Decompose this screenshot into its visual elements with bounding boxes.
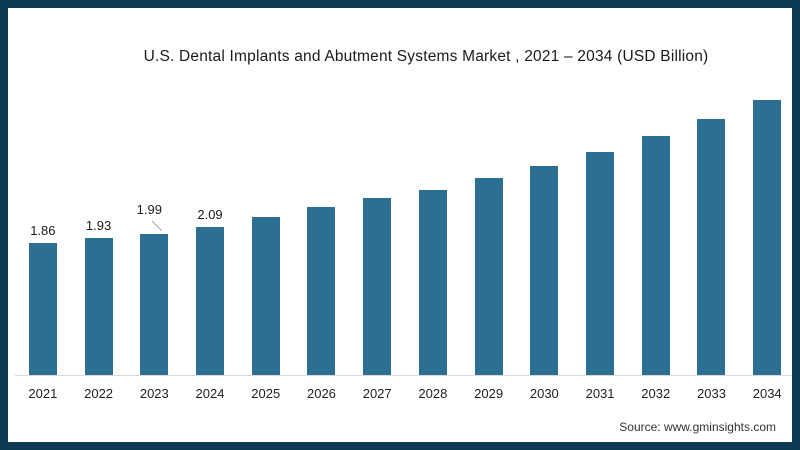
bar-2032 [641, 135, 670, 375]
bar-slot: 1.99 2023 [126, 91, 182, 400]
bar-slot: 2027 [349, 91, 405, 400]
bar-2026 [307, 207, 336, 375]
x-axis-label: 2022 [84, 386, 114, 401]
chart-title: U.S. Dental Implants and Abutment System… [143, 48, 709, 65]
bar-value-label: 1.86 [30, 222, 56, 238]
bar-slot: 2.09 2024 [182, 91, 238, 400]
bar-value-label: 2.09 [197, 206, 223, 222]
value-label-callout-line [151, 220, 163, 232]
bar-2023 [140, 233, 169, 375]
x-axis-label: 2030 [529, 386, 559, 401]
bar-2027 [363, 198, 392, 375]
bar-2030 [530, 166, 559, 375]
x-axis-label: 2034 [752, 386, 782, 401]
bar-slot: 2033 [684, 91, 740, 400]
source-attribution: Source: www.gminsights.com [619, 420, 776, 434]
x-axis-label: 2029 [474, 386, 504, 401]
bar-slot: 1.93 2022 [71, 91, 127, 400]
bar-slot: 2025 [238, 91, 294, 400]
bar-slot: 1.86 2021 [15, 91, 71, 400]
bar-value-label: 1.99 [136, 201, 162, 217]
x-axis-label: 2021 [28, 386, 58, 401]
bar-2033 [697, 119, 726, 375]
bar-2034 [753, 99, 782, 375]
x-axis-label: 2023 [139, 386, 169, 401]
bar-2029 [474, 178, 503, 375]
x-axis-label: 2031 [585, 386, 615, 401]
bar-slot: 2030 [516, 91, 572, 400]
bar-slot: 2029 [461, 91, 517, 400]
bar-2022 [84, 238, 113, 375]
x-axis-label: 2025 [251, 386, 281, 401]
bar-2028 [418, 189, 447, 375]
bar-slot: 2032 [628, 91, 684, 400]
bar-slot: 2028 [405, 91, 461, 400]
bar-slot: 2031 [572, 91, 628, 400]
x-axis-label: 2024 [195, 386, 225, 401]
bar-2031 [586, 152, 615, 375]
bar-slot: 2034 [739, 91, 792, 400]
bar-2024 [196, 226, 225, 375]
bar-slot: 2026 [294, 91, 350, 400]
bar-value-label: 1.93 [85, 218, 112, 233]
bar-chart-plot-area: 1.86 2021 1.93 2022 1.99 2023 2.09 2024 2025 2026… [15, 91, 792, 400]
x-axis-label: 2026 [306, 386, 336, 401]
x-axis-label: 2032 [641, 386, 671, 401]
bar-2025 [251, 216, 280, 375]
x-axis-label: 2028 [418, 386, 448, 401]
x-axis-label: 2027 [362, 386, 392, 401]
bar-2021 [28, 242, 57, 375]
x-axis-label: 2033 [697, 386, 726, 401]
